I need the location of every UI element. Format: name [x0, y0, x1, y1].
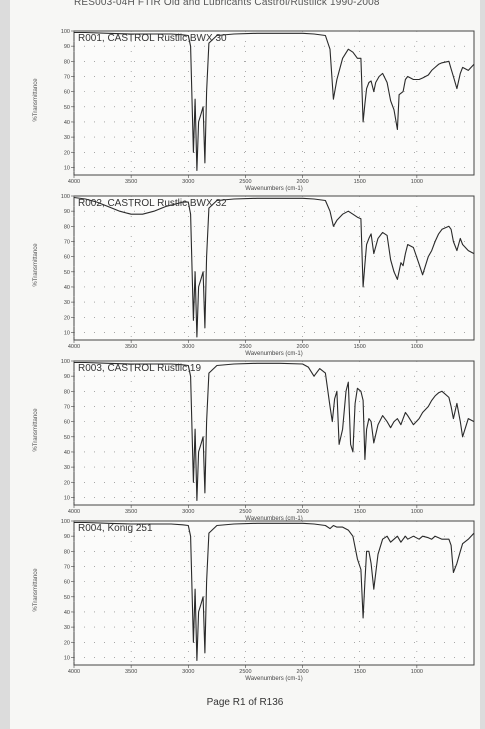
y-tick-label: 90: [64, 209, 70, 215]
y-tick-label: 90: [64, 44, 70, 50]
y-tick-label: 50: [64, 270, 70, 276]
spectrum-svg-4: 10 20 30 40 50 60 70 80 90 100 4000 3500 3000 2500 200…: [61, 519, 475, 682]
y-tick-label: 40: [64, 450, 70, 456]
plot-frame: [73, 30, 475, 176]
page-number: Page R1 of R136: [206, 697, 284, 708]
y-tick-label: 20: [64, 315, 70, 321]
y-tick-label: 10: [64, 165, 70, 171]
x-tick-label: 4000: [68, 344, 80, 350]
scanned-page: RES003-04H FTIR Old and Lubricants Castr…: [10, 0, 480, 729]
x-tick-label: 3000: [182, 344, 194, 350]
y-tick-label: 20: [64, 480, 70, 486]
x-tick-label: 2500: [239, 344, 251, 350]
spectrum-trace: [73, 196, 475, 338]
y-tick-label: 80: [64, 389, 70, 395]
x-tick-label: 2000: [296, 509, 308, 515]
x-tick-label: 1500: [354, 509, 366, 515]
spectrum-chart-2: %Transmittance 10 20 30 40 50 60 70 80 90 100 4000…: [33, 190, 482, 357]
y-tick-label: 40: [64, 285, 70, 291]
x-tick-label: 3000: [182, 509, 194, 515]
plot-frame: [73, 360, 475, 506]
x-axis-label: Wavenumbers (cm-1): [245, 186, 302, 192]
spectrum-chart-3: %Transmittance 10 20 30 40 50 60 70 80 90 100 4000…: [33, 355, 482, 522]
y-tick-label: 80: [64, 224, 70, 230]
y-tick-label: 70: [64, 74, 70, 80]
page-header: RES003-04H FTIR Old and Lubricants Castr…: [74, 0, 380, 8]
y-tick-label: 10: [64, 330, 70, 336]
y-tick-label: 10: [64, 495, 70, 501]
y-tick-label: 30: [64, 465, 70, 471]
spectrum-trace: [74, 361, 475, 502]
x-tick-label: 1000: [411, 509, 423, 515]
spectrum-trace: [74, 521, 475, 662]
y-tick-label: 10: [64, 655, 70, 661]
x-tick-label: 3000: [182, 179, 194, 185]
y-tick-label: 100: [61, 194, 70, 200]
x-tick-label: 1500: [354, 179, 366, 185]
x-axis-label: Wavenumbers (cm-1): [245, 516, 302, 522]
y-tick-label: 100: [61, 519, 70, 525]
x-tick-label: 1500: [354, 669, 366, 675]
x-tick-label: 1000: [411, 179, 423, 185]
x-tick-label: 4000: [68, 669, 80, 675]
plot-frame: [73, 520, 475, 666]
x-tick-label: 4000: [68, 509, 80, 515]
x-tick-label: 1000: [411, 669, 423, 675]
y-tick-label: 60: [64, 580, 70, 586]
y-tick-label: 70: [64, 404, 70, 410]
y-tick-label: 70: [64, 564, 70, 570]
spectrum-chart-4: %Transmittance 10 20 30 40 50 60 70 80 90 100 4000…: [33, 515, 482, 682]
x-tick-label: 3500: [125, 344, 137, 350]
x-tick-label: 2500: [239, 669, 251, 675]
y-tick-label: 80: [64, 549, 70, 555]
y-tick-label: 50: [64, 105, 70, 111]
y-tick-label: 30: [64, 135, 70, 141]
x-tick-label: 4000: [68, 179, 80, 185]
y-tick-label: 90: [64, 534, 70, 540]
y-tick-label: 60: [64, 420, 70, 426]
spectrum-svg-1: 10 20 30 40 50 60 70 80 90 100 4000 3500 3000 2500 200…: [61, 29, 475, 192]
x-tick-label: 1000: [411, 344, 423, 350]
y-tick-label: 100: [61, 29, 70, 35]
x-axis-label: Wavenumbers (cm-1): [245, 351, 302, 357]
x-axis-label: Wavenumbers (cm-1): [245, 676, 302, 682]
x-tick-label: 3500: [125, 669, 137, 675]
spectrum-svg-2: 10 20 30 40 50 60 70 80 90 100 4000 3500 3000 2500 200…: [61, 194, 475, 357]
chart-title: R003, CASTROL Rustlic 19: [78, 363, 201, 374]
x-tick-label: 3500: [125, 509, 137, 515]
y-tick-label: 30: [64, 625, 70, 631]
x-tick-label: 2500: [239, 509, 251, 515]
y-tick-label: 20: [64, 150, 70, 156]
chart-title: R002, CASTROL Rustlic BWX 32: [78, 198, 227, 209]
spectrum-svg-3: 10 20 30 40 50 60 70 80 90 100 4000 3500 3000 2500 200…: [61, 359, 475, 522]
plot-frame: [73, 195, 475, 341]
x-tick-label: 3500: [125, 179, 137, 185]
y-tick-label: 50: [64, 595, 70, 601]
y-tick-label: 90: [64, 374, 70, 380]
y-tick-label: 60: [64, 255, 70, 261]
spectrum-chart-1: %Transmittance 10 20 30 40 50 60 70 80 90 100 4000…: [33, 25, 482, 192]
chart-title: R001, CASTROL Rustlic BWX 30: [78, 33, 227, 44]
y-tick-label: 40: [64, 120, 70, 126]
x-tick-label: 2000: [296, 179, 308, 185]
y-tick-label: 20: [64, 640, 70, 646]
y-tick-label: 80: [64, 59, 70, 65]
x-tick-label: 2000: [296, 669, 308, 675]
x-tick-label: 1500: [354, 344, 366, 350]
y-tick-label: 40: [64, 610, 70, 616]
y-tick-label: 30: [64, 300, 70, 306]
spectrum-trace: [74, 31, 475, 172]
x-tick-label: 2000: [296, 344, 308, 350]
y-tick-label: 100: [61, 359, 70, 365]
y-tick-label: 50: [64, 435, 70, 441]
x-tick-label: 3000: [182, 669, 194, 675]
y-tick-label: 70: [64, 239, 70, 245]
x-tick-label: 2500: [239, 179, 251, 185]
chart-title: R004, Konig 251: [78, 523, 153, 534]
y-tick-label: 60: [64, 90, 70, 96]
